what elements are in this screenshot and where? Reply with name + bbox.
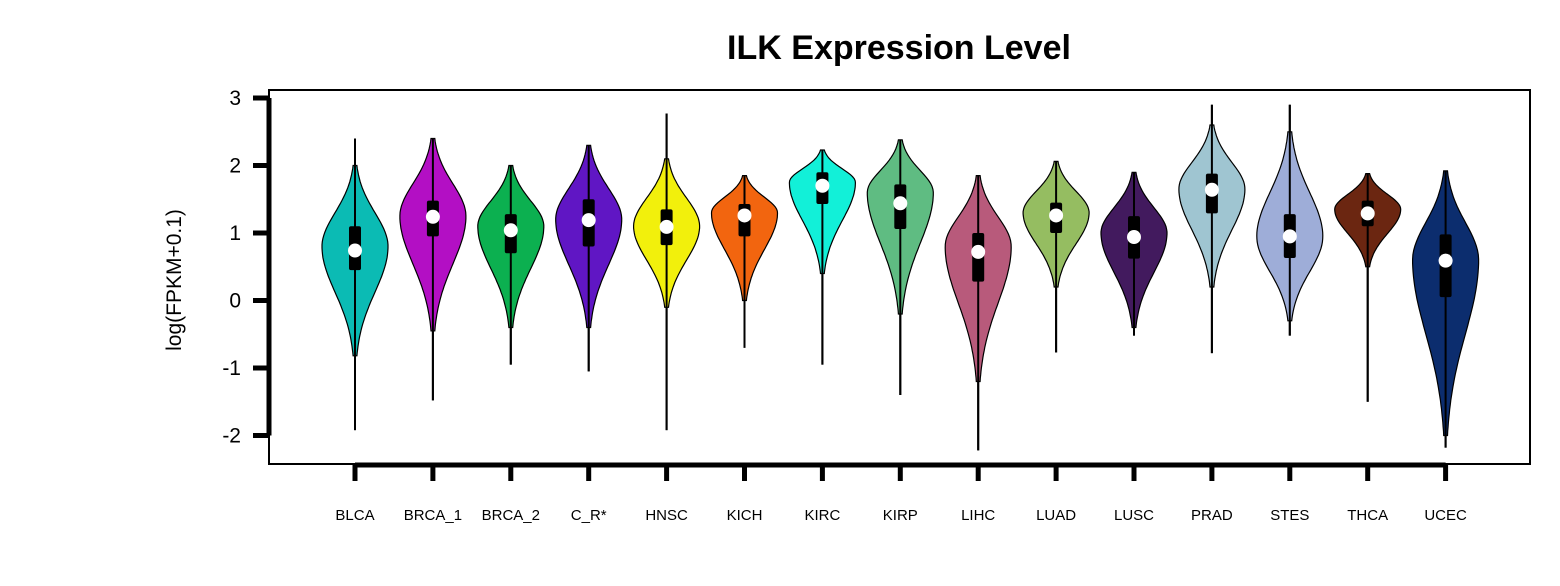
- violin-median-point: [1360, 206, 1375, 221]
- violins-layer: [321, 104, 1480, 451]
- x-axis: BLCA BRCA_1 BRCA_2 C_R* HNSC KICH KIRC KIRP LIHC…: [335, 462, 1467, 524]
- x-tick-label: PRAD: [1191, 507, 1233, 524]
- x-tick-label: BLCA: [335, 507, 374, 524]
- x-tick-label: BRCA_1: [404, 507, 462, 524]
- y-tick-label: -1: [222, 357, 241, 380]
- y-axis-label: log(FPKM+0.1): [163, 209, 186, 351]
- x-tick-label: KIRP: [883, 507, 918, 524]
- y-tick-label: 1: [229, 222, 241, 245]
- x-tick-label: UCEC: [1424, 507, 1467, 524]
- violin-median-point: [425, 209, 440, 224]
- y-tick-label: 0: [229, 290, 241, 313]
- x-tick-label: LUSC: [1114, 507, 1154, 524]
- x-tick-label: LUAD: [1036, 507, 1076, 524]
- y-tick-label: 3: [229, 87, 241, 110]
- x-tick-label: C_R*: [571, 507, 607, 524]
- x-tick-label: THCA: [1347, 507, 1388, 524]
- violin-median-point: [893, 196, 908, 211]
- violin-median-point: [1438, 253, 1453, 268]
- violin-median-point: [971, 244, 986, 259]
- x-tick-label: LIHC: [961, 507, 995, 524]
- violin-median-point: [348, 243, 362, 258]
- x-tick-label: BRCA_2: [482, 507, 540, 524]
- x-tick-label: KICH: [727, 507, 763, 524]
- violin-median-point: [1127, 230, 1141, 245]
- violin-median-point: [815, 178, 830, 193]
- x-tick-label: STES: [1270, 507, 1309, 524]
- violin-median-point: [1282, 229, 1297, 244]
- x-tick-label: HNSC: [645, 507, 688, 524]
- violin-median-point: [737, 208, 752, 223]
- violin-median-point: [659, 219, 674, 234]
- chart-title: ILK Expression Level: [727, 29, 1071, 67]
- violin-median-point: [1049, 208, 1064, 223]
- x-tick-label: KIRC: [804, 507, 840, 524]
- violin-median-point: [1204, 182, 1219, 197]
- y-tick-label: -2: [222, 425, 241, 448]
- y-axis: -2 -1 0 1 2 3: [222, 87, 272, 448]
- violin-median-point: [503, 223, 518, 238]
- violin-median-point: [581, 213, 596, 228]
- y-tick-label: 2: [229, 155, 241, 178]
